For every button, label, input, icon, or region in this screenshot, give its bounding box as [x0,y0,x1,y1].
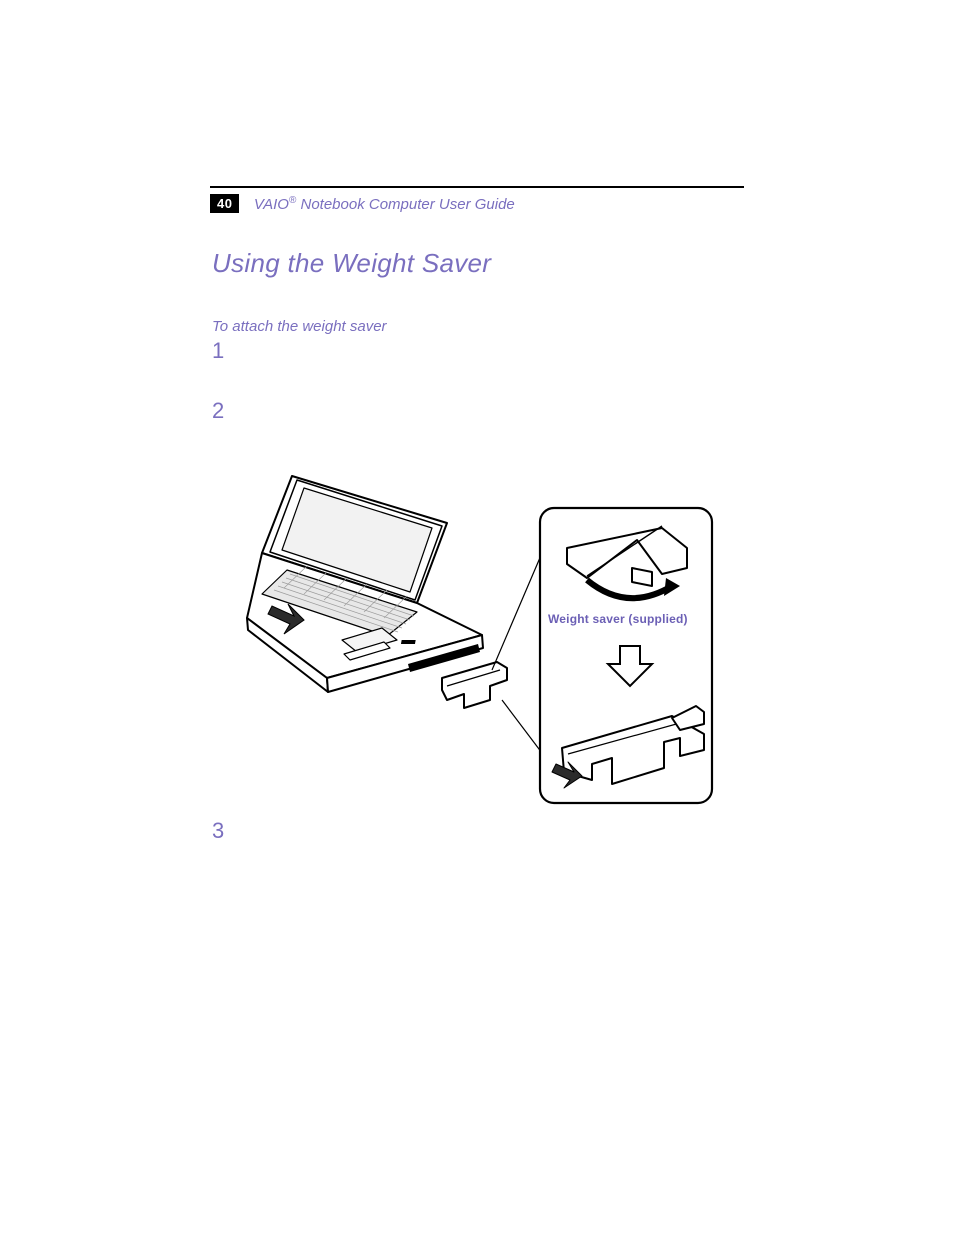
section-heading: Using the Weight Saver [212,248,491,279]
instruction-figure [232,468,717,806]
header-rule [210,186,744,188]
guide-title-suffix: Notebook Computer User Guide [296,196,514,213]
figure-label: Weight saver (supplied) [548,612,688,626]
section-subheading: To attach the weight saver [212,318,387,335]
step-number-1: 1 [212,338,224,364]
laptop-illustration [247,476,483,692]
guide-title-prefix: VAIO [254,196,289,213]
guide-title: VAIO® Notebook Computer User Guide [254,196,515,213]
callout-leader [492,553,542,753]
page-number-badge: 40 [210,194,239,213]
page-header: 40 VAIO® Notebook Computer User Guide [210,186,744,213]
step-number-3: 3 [212,818,224,844]
weight-saver-piece [442,662,507,708]
step-number-2: 2 [212,398,224,424]
page-container: 40 VAIO® Notebook Computer User Guide Us… [0,0,954,1235]
